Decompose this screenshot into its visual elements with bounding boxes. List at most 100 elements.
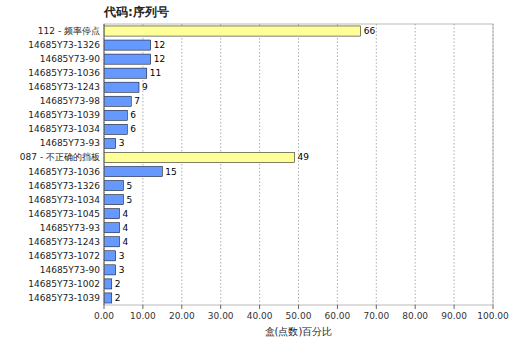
bar	[104, 279, 112, 289]
tick-label: 50.00	[286, 311, 312, 321]
grid-line	[337, 24, 338, 305]
category-label: 14685Y73-1039	[28, 110, 100, 120]
x-axis: 0.00 10.00 20.00 30.00 40.00 50.00 60.00 70.00 8…	[94, 305, 509, 321]
category-label: 14685Y73-1034	[28, 195, 100, 205]
category-label: 14685Y73-1034	[28, 124, 100, 134]
tick-mark	[142, 305, 143, 309]
category-label: 14685Y73-1243	[28, 237, 100, 247]
tick-mark	[337, 305, 338, 309]
data-label: 49	[298, 152, 310, 162]
bar	[104, 293, 112, 303]
tick-mark	[220, 305, 221, 309]
data-label: 4	[123, 237, 129, 247]
tick-mark	[298, 305, 299, 309]
bar	[104, 195, 123, 205]
data-label: 15	[165, 167, 176, 177]
tick-mark	[454, 305, 455, 309]
data-label: 66	[364, 26, 376, 36]
category-label: 14685Y73-1002	[28, 279, 100, 289]
grid-line	[493, 24, 494, 305]
bar	[104, 265, 116, 275]
grid-line	[454, 24, 455, 305]
category-label: 14685Y73-1036	[28, 68, 100, 78]
tick-mark	[493, 305, 494, 309]
category-label: 14685Y73-93	[40, 223, 100, 233]
grid-line	[259, 24, 260, 305]
bar	[104, 251, 116, 261]
tick-label: 40.00	[247, 311, 273, 321]
bar	[104, 110, 127, 120]
data-label: 6	[130, 124, 136, 134]
tick-label: 90.00	[441, 311, 467, 321]
category-label: 14685Y73-1039	[28, 293, 100, 303]
category-label: 14685Y73-93	[40, 138, 100, 148]
tick-label: 30.00	[208, 311, 234, 321]
tick-mark	[376, 305, 377, 309]
bar	[104, 209, 120, 219]
bar	[104, 26, 361, 36]
data-label: 5	[126, 195, 132, 205]
data-label: 4	[123, 223, 129, 233]
data-label: 12	[154, 40, 165, 50]
bar	[104, 82, 139, 92]
category-label: 14685Y73-1243	[28, 82, 100, 92]
bar	[104, 96, 131, 106]
category-label: 14685Y73-1072	[28, 251, 100, 261]
bar	[104, 40, 151, 50]
bar	[104, 138, 116, 148]
data-label: 12	[154, 54, 165, 64]
grid-line	[298, 24, 299, 305]
bar	[104, 223, 120, 233]
axis-label: 盒(点数)百分比	[265, 326, 333, 337]
bar	[104, 68, 147, 78]
data-label: 2	[115, 293, 121, 303]
tick-mark	[259, 305, 260, 309]
bar	[104, 181, 123, 191]
bar	[104, 166, 162, 176]
bar	[104, 124, 127, 134]
tick-mark	[104, 305, 105, 309]
category-label: 14685Y73-90	[40, 265, 101, 275]
tick-mark	[415, 305, 416, 309]
data-label: 6	[130, 110, 136, 120]
data-label: 9	[142, 82, 148, 92]
category-label: 14685Y73-1326	[28, 181, 100, 191]
data-label: 4	[123, 209, 129, 219]
tick-label: 70.00	[363, 311, 389, 321]
data-label: 5	[126, 181, 132, 191]
category-label: 14685Y73-1326	[28, 40, 100, 50]
category-label: 112 - 频率停点	[38, 26, 100, 36]
category-label: 14685Y73-90	[40, 54, 101, 64]
grid-line	[142, 24, 143, 305]
data-label: 3	[119, 265, 125, 275]
data-label: 7	[134, 96, 140, 106]
grid-line	[415, 24, 416, 305]
category-label: 14685Y73-98	[40, 96, 101, 106]
data-label: 2	[115, 279, 121, 289]
tick-mark	[181, 305, 182, 309]
grid-line	[181, 24, 182, 305]
category-label: 14685Y73-1045	[28, 209, 100, 219]
bar	[104, 237, 120, 247]
tick-label: 80.00	[402, 311, 428, 321]
bars	[104, 26, 361, 303]
labels: 66112 - 频率停点1214685Y73-13261214685Y73-90…	[20, 26, 376, 303]
tick-label: 0.00	[94, 311, 114, 321]
tick-label: 10.00	[130, 311, 156, 321]
bar	[104, 152, 295, 162]
data-label: 3	[119, 251, 125, 261]
data-label: 11	[150, 68, 161, 78]
grid-line	[104, 24, 105, 305]
tick-label: 100.00	[477, 311, 509, 321]
chart: 代码:序列号0.0010.0020.0030.0040.0050.0060.00…	[0, 0, 515, 343]
grid-line	[220, 24, 221, 305]
plot-frame	[104, 24, 493, 305]
bar	[104, 54, 151, 64]
category-label: 14685Y73-1036	[28, 167, 100, 177]
baseline	[104, 24, 105, 305]
tick-label: 20.00	[169, 311, 195, 321]
grid	[104, 24, 493, 305]
title: 代码:序列号	[103, 5, 169, 19]
grid-line	[376, 24, 377, 305]
tick-label: 60.00	[325, 311, 351, 321]
